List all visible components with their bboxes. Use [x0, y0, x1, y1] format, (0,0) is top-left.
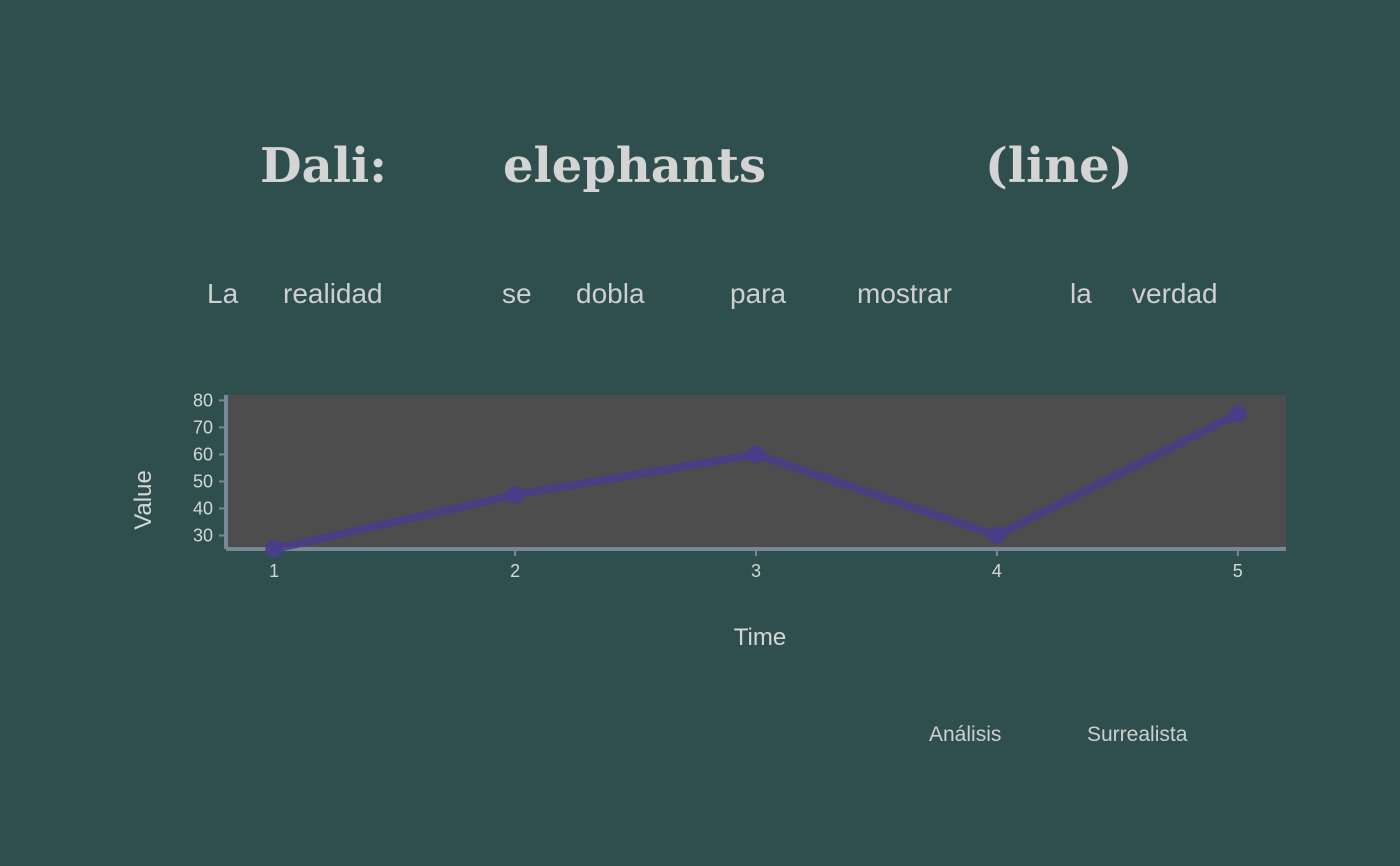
subtitle-word-7: la	[1070, 278, 1092, 309]
x-axis-ticks: 1 2 3 4 5	[269, 549, 1243, 581]
y-tick-label: 30	[193, 525, 213, 545]
subtitle-word-4: dobla	[576, 278, 645, 309]
x-tick-label: 3	[751, 561, 761, 581]
subtitle-word-1: La	[207, 278, 239, 309]
y-axis-title: Value	[130, 470, 157, 530]
data-point	[747, 445, 765, 464]
subtitle-word-3: se	[502, 278, 532, 309]
subtitle-word-2: realidad	[283, 278, 383, 309]
y-tick-label: 60	[193, 444, 213, 464]
title-word-2: elephants	[503, 138, 766, 194]
y-tick-label: 70	[193, 417, 213, 437]
y-tick-label: 50	[193, 471, 213, 491]
data-point	[1228, 404, 1247, 423]
x-tick-label: 4	[992, 561, 1002, 581]
subtitle-word-8: verdad	[1132, 278, 1218, 309]
data-point	[265, 540, 284, 558]
y-tick-label: 80	[193, 390, 213, 410]
subtitle-word-5: para	[730, 278, 787, 309]
data-point	[506, 485, 525, 504]
title-word-3: (line)	[985, 138, 1133, 194]
x-tick-label: 5	[1233, 561, 1243, 581]
data-point	[987, 526, 1006, 545]
y-axis-ticks: 30 40 50 60 70 80	[193, 390, 226, 545]
y-tick-label: 40	[193, 498, 213, 518]
subtitle-word-6: mostrar	[857, 278, 952, 309]
caption-word-1: Análisis	[929, 723, 1002, 746]
x-tick-label: 1	[269, 561, 279, 581]
x-axis-title: Time	[734, 624, 786, 651]
caption-word-2: Surrealista	[1087, 723, 1188, 746]
series-group	[265, 404, 1247, 558]
title-word-1: Dali:	[260, 138, 387, 194]
x-tick-label: 2	[510, 561, 520, 581]
